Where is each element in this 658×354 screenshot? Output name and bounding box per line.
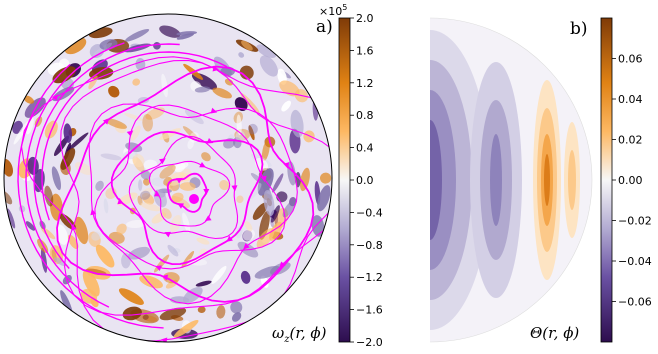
vortex-center-marker	[189, 194, 199, 204]
temperature-field	[430, 18, 592, 342]
colorbar-tick-label: 0.0	[356, 174, 374, 187]
colorbar-b-gradient	[600, 17, 613, 343]
colorbar-a-multiplier: ×105	[319, 3, 347, 18]
colorbar-tick-label: −1.2	[356, 271, 383, 284]
colorbar-tick-label: 1.2	[356, 77, 374, 90]
colorbar-tick-label: 0.8	[356, 109, 374, 122]
half-disc-outline	[429, 17, 593, 343]
colorbar-tick-label: −0.02	[618, 215, 652, 228]
colorbar-tick-label: 2.0	[356, 12, 374, 25]
colorbar-tick-label: −2.0	[356, 336, 383, 349]
colorbar-a-gradient	[338, 17, 351, 343]
colorbar-tick-label: 0.00	[618, 174, 643, 187]
vorticity-field	[4, 14, 332, 342]
colorbar-tick-label: −0.8	[356, 239, 383, 252]
colorbar-a: 2.0 1.6 1.2 0.8 0.4 0.0 −0.4 −0.8 −1.2 −1.6 −2.0 ×…	[319, 3, 383, 349]
panel-a: a) ωz(r, ϕ) 2.0 1.6 1.2 0.8 0.4 0.0 −0.4 −0.8 −1…	[3, 3, 383, 349]
panel-b: b) Θ(r, ϕ) 0.06 0.04 0.02 0.00 −0.02 −0.04 −0.…	[429, 17, 652, 343]
colorbar-b: 0.06 0.04 0.02 0.00 −0.02 −0.04 −0.06	[600, 17, 652, 343]
colorbar-tick-label: 0.06	[618, 53, 643, 66]
panel-a-label: a)	[316, 17, 333, 37]
colorbar-tick-label: 0.04	[618, 93, 643, 106]
colorbar-tick-label: −0.4	[356, 206, 383, 219]
panel-b-field-label: Θ(r, ϕ)	[530, 324, 579, 342]
colorbar-tick-label: −0.06	[618, 296, 652, 309]
colorbar-tick-label: 0.4	[356, 142, 374, 155]
colorbar-tick-label: 0.02	[618, 134, 643, 147]
panel-b-label: b)	[570, 19, 588, 39]
panel-a-field-label: ωz(r, ϕ)	[272, 324, 327, 345]
colorbar-tick-label: −0.04	[618, 255, 652, 268]
disc-outline	[3, 13, 333, 343]
colorbar-tick-label: −1.6	[356, 304, 383, 317]
colorbar-tick-label: 1.6	[356, 44, 374, 57]
